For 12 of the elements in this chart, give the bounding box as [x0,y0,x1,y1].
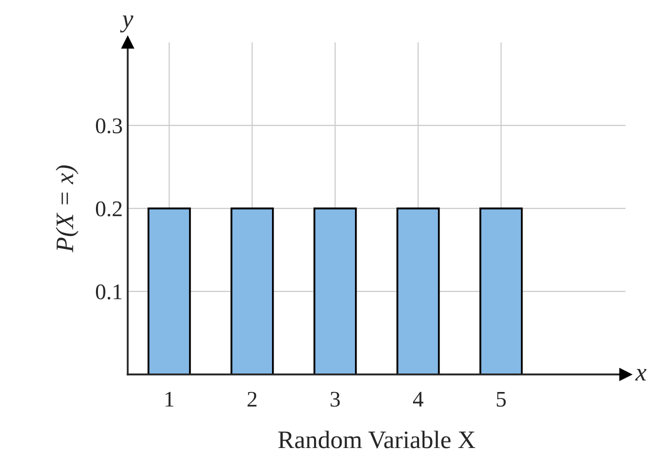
text: x [635,368,646,380]
y-axis-title: P(X = x) [56,165,78,252]
x-tick-label: 3 [330,392,340,407]
y-tick-label: 0.2 [96,201,122,216]
x-tick-label: 2 [248,392,257,407]
x-tick-label: 5 [496,392,506,407]
y-tick-label: 0.3 [96,118,122,134]
y-tick-label: 0.1 [96,284,122,300]
text: y [120,16,134,32]
x-tick-label: 1 [166,392,174,407]
x-tick-label: 4 [412,392,424,407]
x-axis-title: Random Variable X [278,430,476,448]
